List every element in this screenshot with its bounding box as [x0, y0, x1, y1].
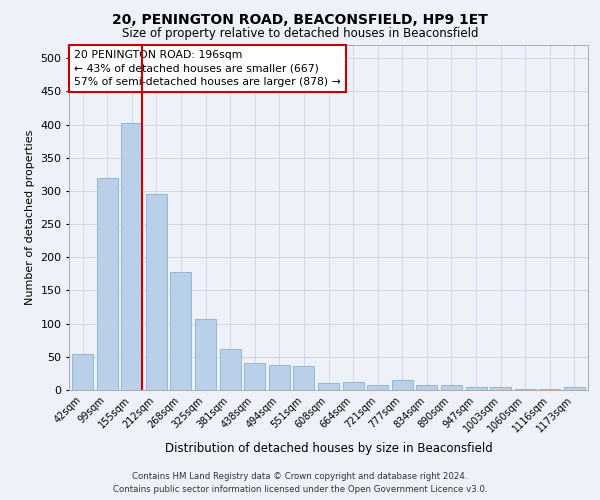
Bar — [72, 354, 93, 390]
Bar — [318, 382, 339, 390]
Text: 20, PENINGTON ROAD, BEACONSFIELD, HP9 1ET: 20, PENINGTON ROAD, BEACONSFIELD, HP9 1E… — [112, 12, 488, 26]
Bar — [195, 319, 216, 390]
Bar — [490, 388, 511, 390]
Bar — [416, 386, 437, 390]
Bar — [269, 366, 290, 390]
Bar — [343, 382, 364, 390]
Bar — [441, 384, 462, 390]
Bar — [244, 363, 265, 390]
Text: Size of property relative to detached houses in Beaconsfield: Size of property relative to detached ho… — [122, 28, 478, 40]
Text: Contains HM Land Registry data © Crown copyright and database right 2024.
Contai: Contains HM Land Registry data © Crown c… — [113, 472, 487, 494]
Bar — [146, 194, 167, 390]
Bar — [466, 388, 487, 390]
Bar — [220, 349, 241, 390]
Bar — [392, 380, 413, 390]
X-axis label: Distribution of detached houses by size in Beaconsfield: Distribution of detached houses by size … — [164, 442, 493, 456]
Bar — [170, 272, 191, 390]
Bar — [367, 384, 388, 390]
Bar — [564, 388, 585, 390]
Text: 20 PENINGTON ROAD: 196sqm
← 43% of detached houses are smaller (667)
57% of semi: 20 PENINGTON ROAD: 196sqm ← 43% of detac… — [74, 50, 341, 86]
Bar — [121, 122, 142, 390]
Bar — [97, 178, 118, 390]
Bar — [293, 366, 314, 390]
Y-axis label: Number of detached properties: Number of detached properties — [25, 130, 35, 305]
